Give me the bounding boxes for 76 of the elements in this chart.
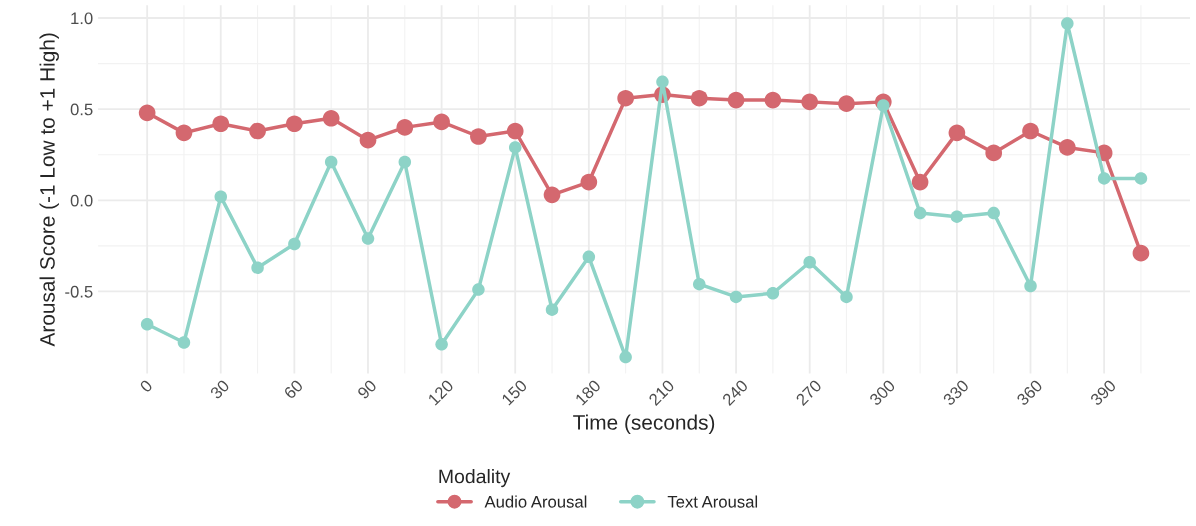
point [838,95,855,113]
point [543,186,561,204]
point [508,141,522,154]
point [1132,244,1150,262]
point [764,91,782,109]
point [690,89,708,107]
point [398,155,412,169]
legend-title: Modality [439,469,511,488]
point [693,277,706,291]
x-tick-label: 0 [139,379,154,394]
x-tick-label: 270 [795,379,823,407]
y-axis-title: Arousal Score (-1 Low to +1 High) [39,33,59,347]
x-tick-label: 240 [721,379,749,407]
point [396,119,414,136]
point [1061,17,1074,30]
point [506,122,524,140]
point [1059,139,1076,156]
point [619,350,632,364]
point [177,336,191,349]
point [582,250,596,264]
point [435,338,448,351]
point [801,93,819,111]
legend-label: Audio Arousal [484,495,587,508]
point [656,75,669,89]
x-tick-label: 300 [868,379,896,407]
point [251,261,264,274]
y-tick-label: 1.0 [71,12,93,25]
point [729,290,743,304]
point [361,232,375,245]
point [911,173,929,191]
point [545,303,559,316]
x-tick-label: 90 [356,379,378,400]
point [214,190,228,203]
point [803,256,816,269]
point [249,122,266,140]
point [877,99,890,112]
point [322,109,340,127]
x-tick-label: 360 [1015,379,1044,407]
x-tick-label: 390 [1089,379,1117,407]
x-tick-label: 120 [427,379,455,406]
point [1024,279,1037,293]
point [1022,122,1039,140]
x-tick-label: 30 [209,379,231,400]
point [950,210,964,223]
x-tick-label: 60 [283,379,304,400]
y-tick-label: 0.0 [70,194,93,207]
point [1097,172,1111,185]
x-tick-label: 180 [574,379,602,406]
point [470,128,487,145]
point [580,173,598,191]
x-tick-label: 330 [942,379,970,407]
point [913,206,927,220]
x-axis-title: Time (seconds) [573,414,715,434]
y-tick-label: 0.5 [70,103,93,116]
point [288,237,301,251]
point [1134,172,1148,185]
point [766,287,780,300]
point [138,104,156,122]
point [140,318,154,331]
point [175,124,193,142]
point [433,113,450,131]
point [324,155,338,169]
point [985,144,1003,162]
point [359,131,377,149]
y-tick-label: -0.5 [65,285,93,298]
legend-label: Text Arousal [667,495,758,508]
point [617,89,634,107]
x-tick-label: 150 [501,379,528,406]
point [840,290,853,304]
point [286,115,303,133]
point [987,206,1000,220]
x-tick-label: 210 [648,379,675,407]
point [727,91,745,109]
point [472,283,485,296]
point [212,115,230,133]
point [948,124,966,142]
